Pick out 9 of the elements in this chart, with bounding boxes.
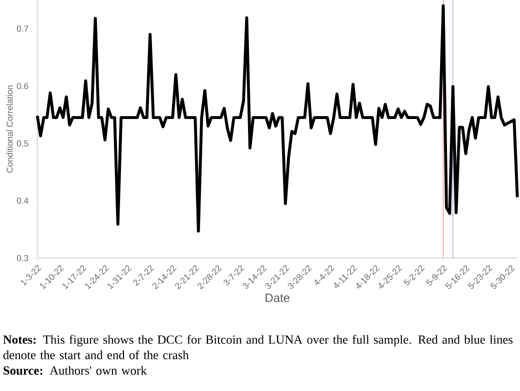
y-tick-label: 0.6	[16, 83, 28, 90]
y-tick-label: 0.5	[16, 140, 28, 147]
text: Source: Authors' own work	[4, 366, 147, 375]
x-axis-title: Date	[266, 294, 290, 302]
y-tick-label: 0.7	[16, 26, 28, 32]
text: Notes: This figure shows the DCC for Bitcoin and LUNA over the full sample. Red and blue lines denote the start and end of the crash	[3, 335, 513, 360]
y-axis-title: Conditional Correlation	[6, 86, 13, 173]
y-tick-label: 0.3	[16, 255, 28, 262]
y-tick-label: 0.4	[16, 198, 28, 204]
